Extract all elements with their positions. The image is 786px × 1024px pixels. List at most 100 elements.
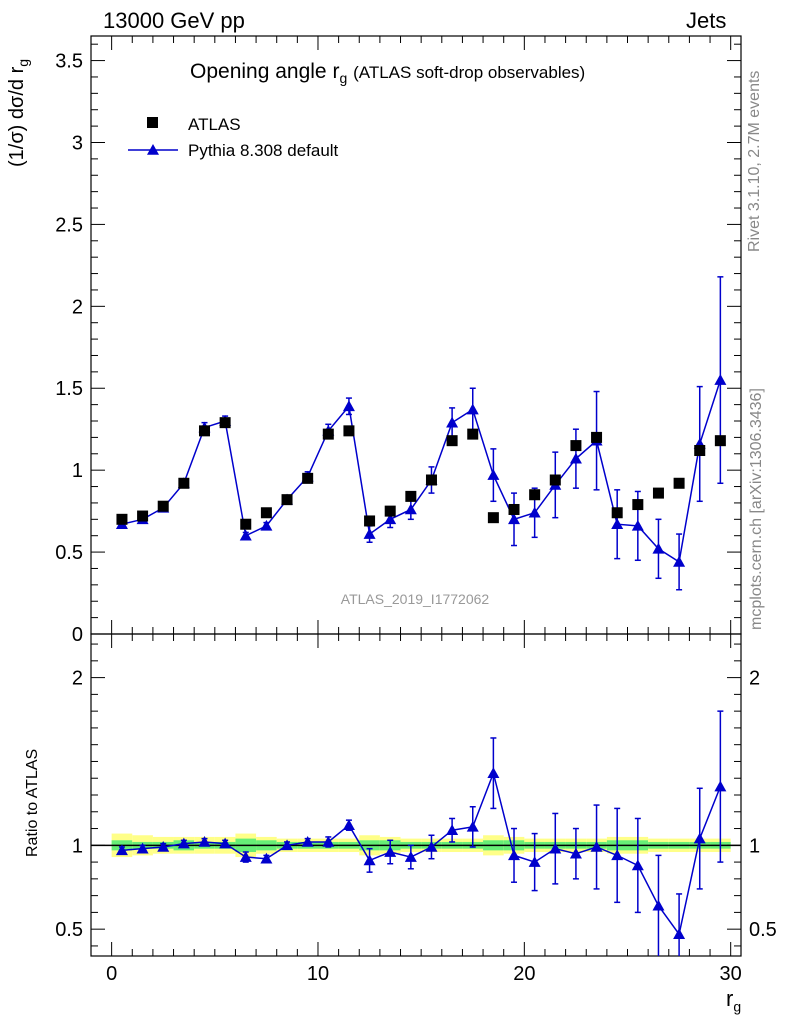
- mc-ratio-point: [673, 928, 686, 939]
- xlabel-sub: g: [733, 998, 742, 1015]
- data-point: [137, 510, 149, 522]
- data-point: [714, 435, 726, 447]
- data-point: [281, 494, 293, 506]
- x-tick-label: 30: [720, 963, 742, 985]
- mc-ratio-point: [631, 859, 644, 871]
- watermark: ATLAS_2019_I1772062: [341, 591, 490, 607]
- mc-ratio-point: [590, 840, 603, 852]
- x-tick-label: 20: [513, 963, 535, 985]
- mc-ratio-point: [528, 856, 541, 867]
- data-point: [673, 477, 685, 489]
- y-tick-label-ratio-right: 2: [749, 668, 760, 690]
- y-tick-label-main: 3.5: [55, 51, 83, 73]
- axis-ticks: 0 10 20 30 0 0.5 1 1.5 2 2.5 3 3.5 0.5 0.5 1 1 2 2: [55, 36, 777, 985]
- data-point: [384, 505, 396, 517]
- data-point: [508, 503, 520, 515]
- data-point: [240, 518, 252, 530]
- data-point: [322, 428, 334, 440]
- y-tick-label-main: 1: [72, 460, 83, 482]
- y-tick-label-main: 2: [72, 296, 83, 318]
- title-extra: (ATLAS soft-drop observables): [353, 63, 586, 82]
- mc-ratio-point: [363, 854, 376, 866]
- mc-point: [487, 469, 500, 480]
- data-point: [219, 417, 231, 429]
- chart-title: Opening angle rg (ATLAS soft-drop observ…: [190, 60, 585, 86]
- data-point: [467, 428, 479, 440]
- mc-ratio-point: [301, 835, 314, 847]
- y-tick-label-ratio: 1: [72, 835, 83, 857]
- data-point: [302, 472, 314, 484]
- mc-ratio-point: [115, 844, 128, 856]
- mc-ratio-point: [487, 767, 500, 778]
- mc-point: [569, 452, 582, 464]
- y-tick-label-main: 0.5: [55, 542, 83, 564]
- data-point: [343, 425, 355, 437]
- y-tick-label-main: 1.5: [55, 378, 83, 400]
- legend: ATLAS Pythia 8.308 default: [128, 115, 339, 160]
- mc-ratio-point: [281, 839, 294, 851]
- mc-point: [384, 513, 397, 525]
- data-point: [632, 499, 644, 511]
- x-tick-label: 0: [106, 963, 117, 985]
- header-right: Jets: [686, 8, 727, 33]
- data-point: [446, 435, 458, 447]
- y-tick-label-ratio-right: 0.5: [749, 919, 777, 941]
- legend-data-marker: [147, 117, 158, 128]
- mc-point: [508, 513, 521, 525]
- mc-ratio-point: [384, 846, 397, 857]
- data-point: [611, 507, 623, 519]
- mc-ratio-point: [611, 849, 624, 861]
- data-point: [591, 431, 603, 443]
- y-tick-label-main: 0: [72, 624, 83, 646]
- mc-point: [528, 506, 541, 518]
- mc-ratio-point: [260, 852, 273, 864]
- y-tick-label-main: 2.5: [55, 214, 83, 236]
- mc-ratio-point: [508, 849, 521, 861]
- mc-point: [466, 403, 479, 415]
- mc-point: [446, 416, 459, 428]
- mc-point: [652, 542, 665, 554]
- mc-ratio-point: [157, 840, 170, 852]
- mc-point: [611, 518, 624, 530]
- ratio-plot-frame: [90, 633, 742, 957]
- y-tick-label-main: 3: [72, 132, 83, 154]
- mc-line: [121, 379, 722, 564]
- header-left: 13000 GeV pp: [103, 8, 245, 33]
- mc-ratio-point: [693, 832, 706, 844]
- data-series-main: [116, 417, 726, 530]
- data-point: [178, 477, 190, 489]
- legend-data-label: ATLAS: [188, 115, 241, 134]
- data-point: [260, 507, 272, 519]
- mc-series-ratio: [115, 710, 727, 956]
- data-point: [425, 474, 437, 486]
- mc-ratio-point: [198, 835, 211, 847]
- data-point: [198, 425, 210, 437]
- mc-point: [239, 529, 252, 541]
- y-tick-label-ratio-right: 1: [749, 835, 760, 857]
- mc-ratio-point: [549, 842, 562, 854]
- data-point: [529, 489, 541, 501]
- x-tick-label: 10: [307, 963, 329, 985]
- mc-point: [673, 555, 686, 567]
- data-point: [694, 445, 706, 457]
- data-point: [405, 490, 417, 502]
- mc-point: [631, 519, 644, 531]
- xlabel-text: r: [726, 986, 734, 1011]
- mc-ratio-point: [239, 851, 252, 862]
- mc-point: [363, 528, 376, 539]
- data-point: [549, 474, 561, 486]
- mc-ratio-point: [652, 899, 665, 911]
- title-main: Opening angle r: [190, 60, 340, 83]
- y-tick-label-ratio: 0.5: [55, 919, 83, 941]
- data-point: [570, 440, 582, 452]
- mc-ratio-point: [404, 851, 417, 862]
- mc-ratio-point: [446, 824, 459, 836]
- data-point: [116, 513, 128, 525]
- mc-point: [342, 400, 355, 412]
- legend-mc-label: Pythia 8.308 default: [188, 141, 339, 160]
- mc-point: [260, 519, 273, 531]
- data-point: [157, 500, 169, 512]
- mc-ratio-point: [219, 837, 232, 849]
- mc-ratio-point: [569, 847, 582, 859]
